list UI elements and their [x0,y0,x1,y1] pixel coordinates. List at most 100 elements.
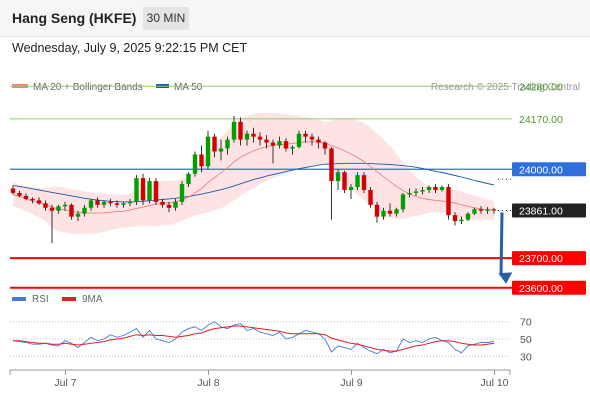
candle-body [465,213,471,220]
x-axis-label: Jul 10 [480,377,508,389]
candle-body [426,187,432,190]
candle-body [134,178,139,202]
candle-body [62,204,68,207]
forecast-arrow-head [498,272,513,284]
candle-body [374,204,380,217]
candle-body [446,187,451,216]
candle-body [199,154,204,167]
candle-body [459,219,464,222]
candle-body [381,210,386,217]
candle-body [179,184,185,202]
rsi-line [12,321,495,355]
price-level-tag [512,251,586,266]
timeframe-badge[interactable]: 30 MIN [143,7,189,30]
candle-body [277,141,282,146]
candlestick-series [10,115,497,244]
candle-body [394,209,399,214]
candle-body [335,172,341,182]
candle-body [433,187,438,190]
candle-body [316,139,321,143]
candle-body [296,133,302,148]
rsi-level-label: 30 [520,351,532,363]
candle-body [88,200,94,208]
candle-body [251,133,256,137]
candle-body [491,209,497,211]
bollinger-band [13,112,494,235]
price-level-tag [512,203,586,218]
candle-body [36,200,42,204]
candle-body [329,148,334,182]
price-level-tag [512,162,586,177]
candle-body [407,192,412,195]
candle-body [361,175,367,190]
candle-body [75,213,81,217]
candle-body [472,209,477,214]
ma20-legend-label: MA 20 + Bollinger Bands [33,82,143,93]
candle-body [270,142,276,146]
candle-body [30,198,35,201]
candle-body [192,154,198,174]
x-axis-label: Jul 8 [197,377,219,389]
candle-body [43,203,48,208]
candle-body [264,139,269,143]
candle-body [10,188,16,193]
forecast-arrow-shaft [499,212,504,276]
candle-body [420,190,425,192]
rsi-ma9-line [13,325,495,352]
candle-body [173,201,178,208]
candle-body [82,207,87,214]
candle-body [205,136,211,167]
candle-body [101,201,107,205]
ma50-legend-label: MA 50 [174,82,203,93]
candle-body [108,201,113,204]
ma50-line [12,162,495,203]
candle-body [121,203,126,205]
candle-body [244,133,250,140]
candle-body [400,194,406,210]
candle-body [212,136,217,152]
candle-body [238,121,243,140]
rsi-level-label: 70 [520,317,532,329]
rsi-legend-label: RSI [32,294,49,305]
candle-body [225,139,230,149]
candle-body [452,215,458,222]
price-level-tag [512,280,586,295]
price-level-label: 24170.00 [519,114,563,126]
chart-header: Hang Seng (HKFE) 30 MIN [0,0,590,37]
candle-body [127,201,133,204]
candle-body [218,148,224,152]
candle-body [478,209,484,211]
candle-body [69,204,74,217]
candle-body [231,121,237,140]
candle-body [303,133,308,137]
credit-text: Research © 2025 Trading Central [431,82,580,93]
ma9-legend-swatch [62,297,76,301]
candle-body [49,207,55,211]
chart-datetime: Wednesday, July 9, 2025 9:22:15 PM CET [12,41,248,55]
candle-body [166,204,172,208]
price-level-label: 23700.00 [519,253,563,265]
price-level-label: 23600.00 [519,283,563,295]
candle-body [186,173,191,185]
candle-body [17,192,22,196]
candle-body [23,195,29,199]
rsi-legend-swatch [12,297,26,301]
rsi-level-label: 50 [520,334,532,346]
candle-body [387,210,393,214]
candle-body [342,172,347,190]
instrument-title: Hang Seng (HKFE) [12,10,137,26]
candle-body [322,142,328,149]
ma9-legend-label: 9MA [82,294,103,305]
candle-body [160,201,165,205]
candle-body [140,178,146,201]
candle-body [147,181,152,201]
x-axis-label: Jul 7 [54,377,76,389]
x-axis-label: Jul 9 [340,377,362,389]
price-level-label: 24000.00 [519,164,563,176]
candle-body [355,175,360,188]
candle-body [283,141,289,149]
candle-body [290,147,295,149]
candle-body [439,187,445,190]
candle-body [413,191,419,193]
